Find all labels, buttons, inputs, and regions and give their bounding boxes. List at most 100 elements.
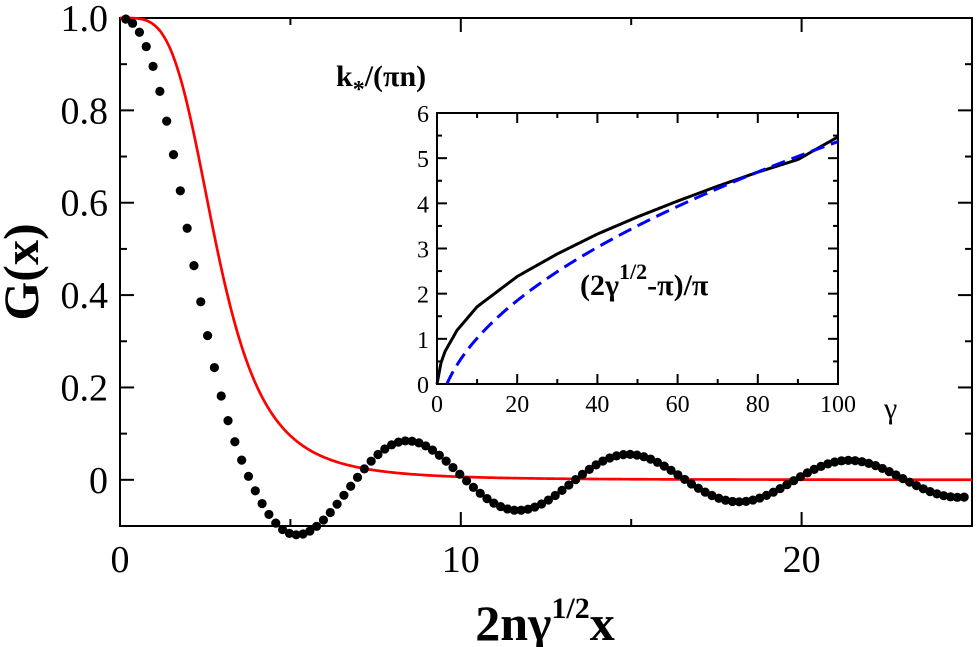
data-dot — [312, 521, 322, 531]
data-dot — [557, 485, 567, 495]
data-dot — [891, 470, 901, 480]
data-dot — [789, 476, 799, 486]
data-dot — [237, 455, 247, 465]
data-dot — [455, 469, 465, 479]
inset-y-tick-label: 4 — [417, 192, 429, 218]
data-dot — [741, 496, 751, 506]
inset-y-tick-label: 1 — [417, 328, 429, 354]
inset-y-tick-label: 0 — [417, 373, 429, 399]
data-dot — [339, 490, 349, 500]
data-dot — [346, 481, 356, 491]
data-dot — [448, 462, 458, 473]
data-dot — [516, 505, 526, 515]
data-dot — [366, 456, 376, 466]
data-dot — [475, 488, 485, 498]
data-dot — [202, 330, 213, 341]
data-dot — [666, 465, 676, 475]
inset-axis-ticks: 0 20 40 60 80 100 0 1 2 3 4 5 6 — [417, 102, 856, 418]
y-tick-label: 0.2 — [61, 367, 109, 409]
inset-exact-curve — [435, 135, 839, 385]
data-dot — [318, 515, 329, 525]
inset-title: k*/(πn) — [336, 60, 426, 103]
y-tick-label: 0.8 — [61, 90, 109, 132]
data-dot — [257, 498, 267, 509]
main-plot-frame — [119, 17, 973, 527]
data-dot — [352, 472, 363, 482]
data-dot — [325, 507, 335, 518]
data-dot — [182, 223, 192, 233]
data-dot — [673, 470, 683, 480]
data-dot — [175, 186, 185, 196]
data-dot — [434, 450, 444, 460]
data-dot — [271, 518, 281, 528]
inset-x-tick-label: 60 — [666, 392, 690, 418]
data-dot — [693, 483, 703, 493]
data-dot — [939, 491, 949, 501]
x-tick-label: 10 — [442, 539, 480, 581]
inset-x-axis-label: γ — [883, 392, 897, 425]
data-dot — [652, 457, 663, 467]
data-dot — [196, 297, 206, 307]
data-dot — [850, 456, 860, 466]
data-dot — [461, 476, 472, 486]
data-dot — [427, 445, 438, 455]
data-dot — [421, 441, 431, 451]
y-tick-label: 0.6 — [61, 183, 109, 225]
data-dot — [571, 475, 581, 485]
data-dot — [700, 487, 710, 497]
data-dot — [264, 509, 274, 520]
data-dot — [905, 477, 915, 487]
data-dot — [128, 18, 138, 28]
data-dot — [223, 416, 233, 426]
data-dot — [359, 464, 369, 474]
inset-plot-frame — [436, 112, 839, 385]
y-tick-label: 0 — [89, 460, 108, 502]
data-dot — [795, 472, 806, 482]
x-tick-label: 20 — [783, 539, 821, 581]
data-dot — [189, 261, 199, 271]
data-dot — [802, 468, 812, 478]
data-dot — [277, 524, 288, 535]
data-dot — [543, 495, 553, 505]
data-dot — [782, 480, 792, 490]
data-dot — [291, 530, 301, 540]
inset-x-tick-label: 80 — [746, 392, 770, 418]
inset-y-tick-label: 5 — [417, 147, 429, 173]
data-dot — [380, 444, 390, 454]
data-dot — [611, 451, 622, 461]
inset-x-tick-label: 100 — [820, 392, 856, 418]
data-dot — [332, 499, 342, 509]
data-dot — [659, 461, 669, 471]
data-dot — [768, 487, 778, 497]
data-dot — [489, 498, 499, 508]
data-dot — [441, 456, 451, 466]
main-x-axis-label: 2nγ1/2x — [475, 592, 615, 647]
data-dot — [952, 492, 962, 502]
data-dot — [230, 437, 240, 447]
data-dot — [680, 474, 690, 485]
data-dot — [550, 490, 560, 501]
data-dot — [468, 482, 479, 492]
main-y-axis-label: G(x) — [0, 223, 49, 320]
data-dot — [564, 480, 574, 490]
inset-annotation: (2γ1/2-π)/π — [580, 259, 709, 302]
data-dot — [686, 479, 697, 489]
data-dot — [209, 362, 219, 373]
red-curve-layer — [120, 16, 972, 482]
data-dot — [618, 450, 628, 460]
data-dot — [400, 436, 410, 446]
data-dot — [830, 457, 840, 467]
inset-curves — [435, 135, 839, 385]
data-dot — [898, 474, 908, 484]
data-dot — [148, 61, 158, 71]
data-dot — [393, 437, 404, 447]
data-dot — [250, 486, 260, 496]
inset-x-tick-label: 40 — [585, 392, 609, 418]
data-dot — [591, 460, 601, 470]
data-dot — [243, 471, 254, 481]
data-dot — [843, 455, 853, 465]
data-dot — [577, 469, 588, 479]
data-dot — [305, 526, 315, 536]
